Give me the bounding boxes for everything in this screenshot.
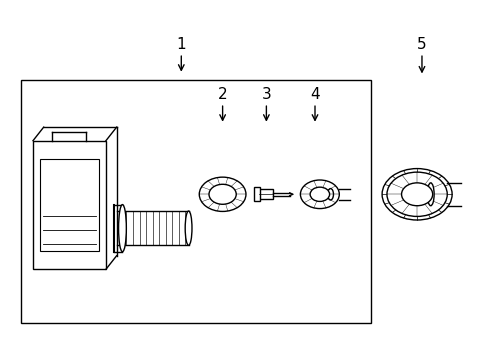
Ellipse shape [118,204,126,252]
Text: 2: 2 [217,87,227,102]
Ellipse shape [300,180,339,208]
Bar [33,141,106,269]
Bar [253,187,259,202]
Ellipse shape [327,189,333,200]
Ellipse shape [381,168,451,220]
Bar [40,158,99,251]
Ellipse shape [309,187,329,202]
Text: 5: 5 [416,37,426,52]
Ellipse shape [427,183,433,206]
Ellipse shape [386,172,447,216]
Ellipse shape [199,177,245,211]
Text: 4: 4 [309,87,319,102]
Text: 1: 1 [176,37,186,52]
Bar [258,189,273,199]
Ellipse shape [208,184,236,204]
Ellipse shape [185,211,192,245]
Text: 3: 3 [261,87,271,102]
Bar [21,80,370,323]
Ellipse shape [401,183,432,206]
